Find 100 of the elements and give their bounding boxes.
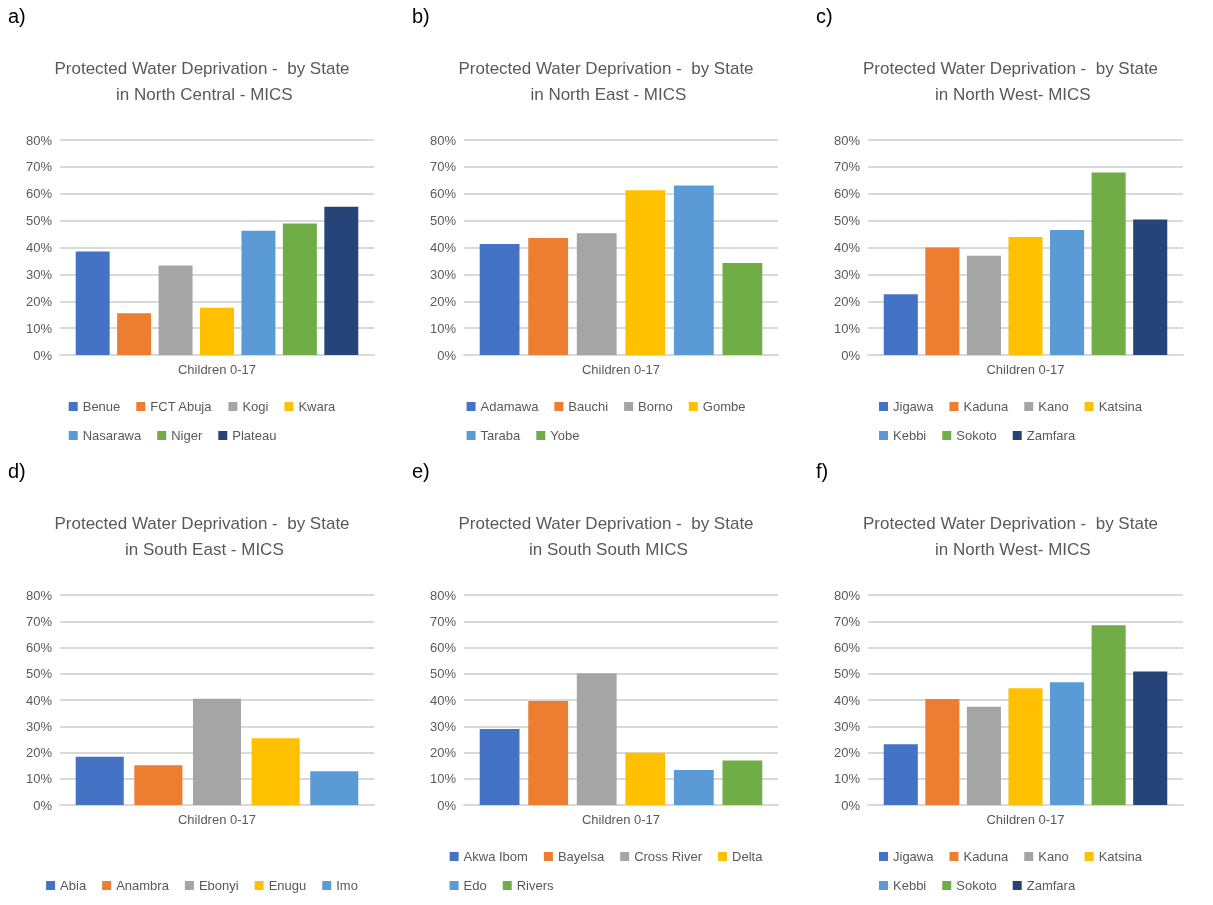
y-tick-label: 30% <box>429 718 457 734</box>
legend-label: Anambra <box>116 878 170 893</box>
legend-label: Kebbi <box>893 428 927 443</box>
legend-label: Katsina <box>1098 399 1143 414</box>
chart-title: Protected Water Deprivation - by State in South South MICS <box>458 513 754 559</box>
y-tick-label: 80% <box>25 587 53 603</box>
bar <box>324 206 359 355</box>
bar <box>1133 219 1168 355</box>
legend-label: Bayelsa <box>557 849 605 864</box>
y-tick-label: 70% <box>429 613 457 629</box>
bar <box>576 233 617 355</box>
bar <box>282 223 317 355</box>
bar <box>925 247 960 355</box>
legend-label: FCT Abuja <box>150 399 213 414</box>
y-tick-label: 70% <box>429 159 457 175</box>
bar <box>1050 230 1085 355</box>
y-tick-label: 60% <box>25 186 53 202</box>
legend-label: Zamfara <box>1026 428 1076 443</box>
y-tick-label: 50% <box>833 213 861 229</box>
legend-label: Kaduna <box>963 849 1010 864</box>
chart-title: Protected Water Deprivation - by State in North East - MICS <box>458 58 754 104</box>
bar <box>241 230 276 355</box>
y-tick-label: 20% <box>833 293 861 309</box>
y-tick-label: 60% <box>25 640 53 655</box>
y-tick-label: 0% <box>437 797 457 813</box>
y-tick-label: 10% <box>25 320 53 336</box>
y-tick-label: 0% <box>33 347 53 363</box>
y-tick-label: 80% <box>833 587 861 603</box>
y-tick-label: 60% <box>429 640 457 655</box>
legend-label: Taraba <box>480 428 522 443</box>
bar <box>158 265 193 355</box>
bar <box>310 771 359 805</box>
text: c) <box>816 5 833 27</box>
bar <box>1050 682 1085 805</box>
chart-title: Protected Water Deprivation - by State in North West- MICS <box>862 513 1159 559</box>
y-tick-label: 50% <box>429 666 457 682</box>
y-tick-label: 70% <box>25 613 53 629</box>
legend-label: Sokoto <box>956 878 997 893</box>
y-tick-label: 50% <box>833 666 861 682</box>
legend-label: Borno <box>638 399 673 414</box>
text: b) <box>412 5 430 27</box>
bar <box>625 752 666 805</box>
chart-title: Protected Water Deprivation - by State in North Central - MICS <box>54 58 350 104</box>
y-tick-label: 10% <box>833 320 861 336</box>
text: d) <box>8 460 26 482</box>
bar <box>528 701 569 805</box>
y-tick-label: 0% <box>841 347 861 363</box>
y-tick-label: 60% <box>833 186 861 202</box>
x-tick-label: Children 0-17 <box>177 362 257 377</box>
legend-label: Kano <box>1038 399 1069 414</box>
y-tick-label: 40% <box>833 692 861 708</box>
bar <box>625 190 666 355</box>
y-tick-label: 80% <box>833 132 861 148</box>
text: f) <box>816 460 829 482</box>
bar <box>1008 237 1043 355</box>
x-tick-label: Children 0-17 <box>986 362 1065 377</box>
legend-label: Kano <box>1038 849 1069 864</box>
bar <box>673 770 714 805</box>
chart-title: Protected Water Deprivation - by State in South East - MICS <box>54 513 350 559</box>
legend-label: Akwa Ibom <box>463 849 528 864</box>
bar <box>673 185 714 355</box>
bar <box>722 263 763 355</box>
y-tick-label: 20% <box>429 745 457 760</box>
bar <box>722 760 763 805</box>
bar <box>75 756 124 805</box>
bar <box>75 251 110 355</box>
bar <box>117 313 152 355</box>
y-tick-label: 30% <box>429 266 457 282</box>
y-tick-label: 60% <box>429 186 457 202</box>
y-tick-label: 20% <box>25 293 53 309</box>
legend-label: Sokoto <box>956 428 997 443</box>
y-tick-label: 70% <box>833 159 861 175</box>
y-tick-label: 10% <box>833 771 861 787</box>
y-tick-label: 10% <box>429 320 457 336</box>
y-tick-label: 10% <box>25 771 53 787</box>
legend-label: Kogi <box>242 399 269 414</box>
legend-label: Niger <box>171 428 203 443</box>
legend-label: Kebbi <box>893 878 927 893</box>
legend-label: Enugu <box>268 878 307 893</box>
legend-label: Katsina <box>1098 849 1143 864</box>
legend-label: Zamfara <box>1026 878 1076 893</box>
legend-label: Jigawa <box>893 849 935 864</box>
bar <box>192 698 242 805</box>
y-tick-label: 20% <box>25 745 53 760</box>
bar <box>479 728 520 805</box>
legend-label: Jigawa <box>893 399 935 414</box>
text: e) <box>412 460 430 482</box>
y-tick-label: 80% <box>429 587 457 603</box>
bar <box>966 706 1001 805</box>
y-tick-label: 80% <box>25 132 53 148</box>
legend-label: Edo <box>463 878 487 893</box>
y-tick-label: 40% <box>429 692 457 708</box>
y-tick-label: 70% <box>25 159 53 175</box>
y-tick-label: 50% <box>429 213 457 229</box>
x-tick-label: Children 0-17 <box>581 812 661 827</box>
y-tick-label: 30% <box>833 266 861 282</box>
bar <box>576 673 617 805</box>
bar <box>1091 172 1126 355</box>
legend-label: Delta <box>732 849 764 864</box>
legend-label: Cross River <box>634 849 703 864</box>
